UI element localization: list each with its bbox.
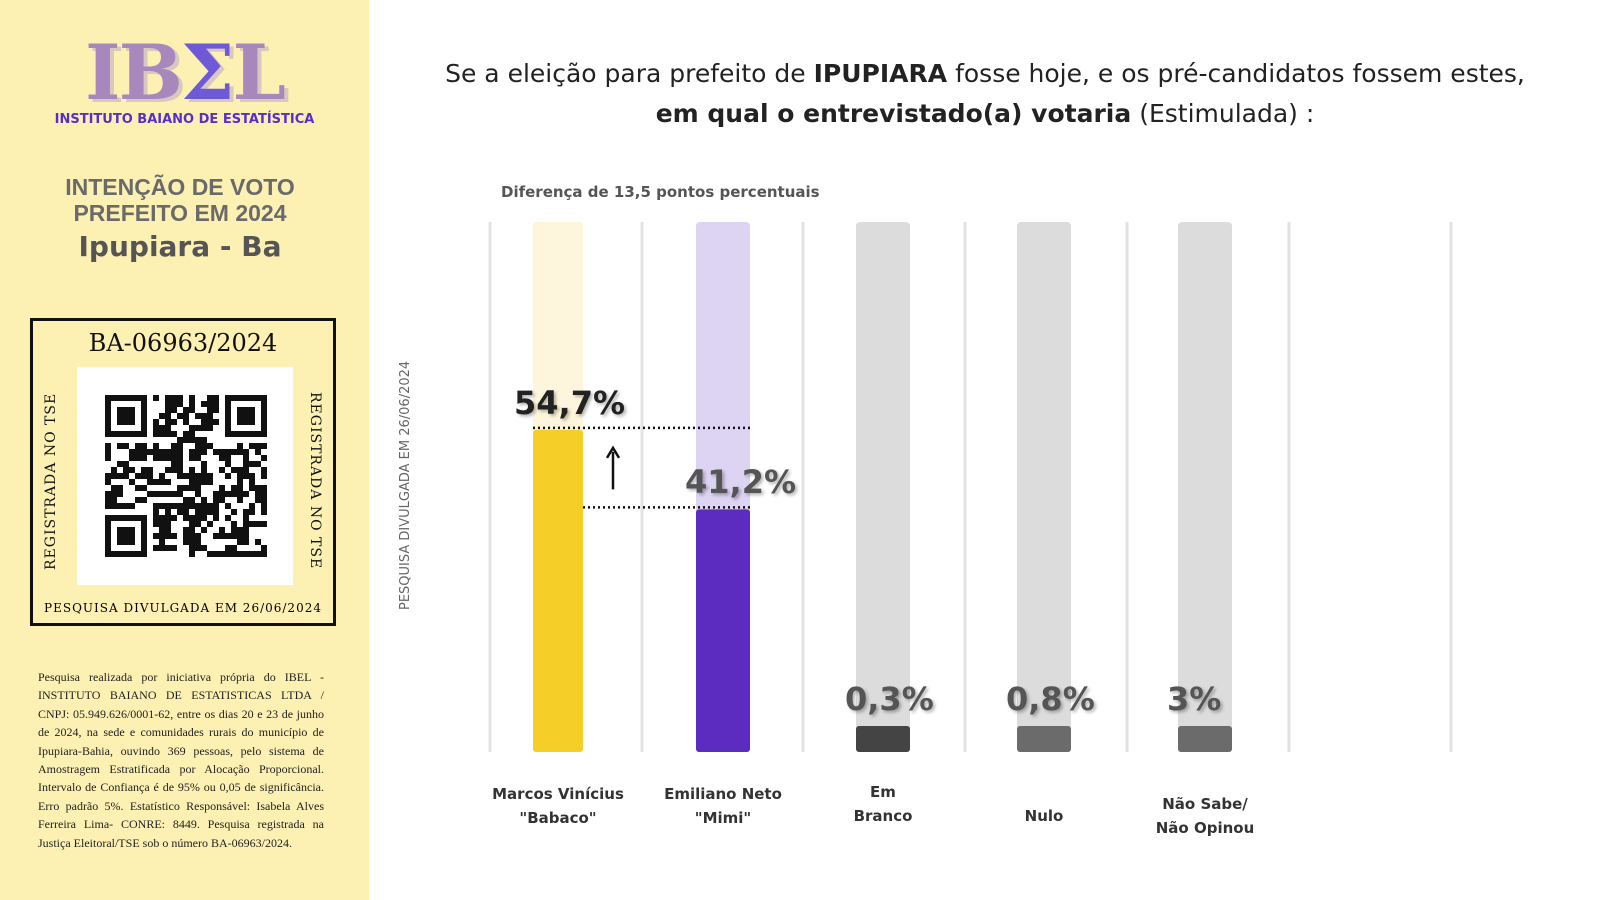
heading: INTENÇÃO DE VOTO PREFEITO EM 2024 <box>0 174 360 226</box>
bar <box>533 429 583 752</box>
city-name: Ipupiara - Ba <box>78 230 282 263</box>
ibel-logo: IBΣL <box>85 28 286 117</box>
bar <box>856 726 910 752</box>
category-label-line: Nulo <box>1024 807 1064 825</box>
category-label-line: Em <box>870 783 896 801</box>
bar <box>1178 726 1232 752</box>
category-label-line: Não Opinou <box>1155 819 1255 837</box>
value-label: 3% <box>1167 680 1222 718</box>
qr-code <box>77 367 293 585</box>
bar <box>1017 726 1071 752</box>
value-label: 0,3% <box>845 680 934 718</box>
bar-track <box>1017 222 1071 752</box>
bar-track <box>856 222 910 752</box>
category-label-line: "Mimi" <box>694 809 752 827</box>
value-label: 54,7% <box>514 383 626 422</box>
registration-number: BA-06963/2024 <box>88 329 278 357</box>
sidebar: IBΣL INSTITUTO BAIANO DE ESTATÍSTICA INT… <box>0 0 369 900</box>
category-label-line: "Babaco" <box>519 809 597 827</box>
chart-subtitle: Diferença de 13,5 pontos percentuais <box>501 183 820 201</box>
category-label: Em Branco <box>803 780 963 828</box>
heading-line2: PREFEITO EM 2024 <box>73 200 287 226</box>
category-label-line: Branco <box>853 807 913 825</box>
category-label-line: Não Sabe/ <box>1162 795 1248 813</box>
category-label-line: Marcos Vinícius <box>492 785 624 803</box>
legal-text: Pesquisa realizada por iniciativa própri… <box>38 670 324 850</box>
side-text-right: REGISTRADA NO TSE <box>307 392 323 570</box>
question-title: Se a eleição para prefeito de IPUPIARA f… <box>445 59 1525 128</box>
value-label: 0,8% <box>1006 680 1095 718</box>
category-label: Marcos Vinícius "Babaco" <box>478 782 638 830</box>
box-date: PESQUISA DIVULGADA EM 26/06/2024 <box>44 601 322 615</box>
arrow-head-icon <box>605 445 621 459</box>
institute-name: INSTITUTO BAIANO DE ESTATÍSTICA <box>54 112 315 127</box>
category-label: Não Sabe/Não Opinou <box>1125 792 1285 840</box>
registration-box: BA-06963/2024 REGISTRADA NO TSE REGISTRA… <box>30 318 336 626</box>
category-label-line: Emiliano Neto <box>664 785 782 803</box>
bar-track <box>1178 222 1232 752</box>
bar <box>696 509 750 752</box>
category-label: Emiliano Neto "Mimi" <box>643 782 803 830</box>
value-label: 41,2% <box>685 463 797 502</box>
heading-line1: INTENÇÃO DE VOTO <box>65 174 295 200</box>
category-label: Nulo <box>964 804 1124 828</box>
